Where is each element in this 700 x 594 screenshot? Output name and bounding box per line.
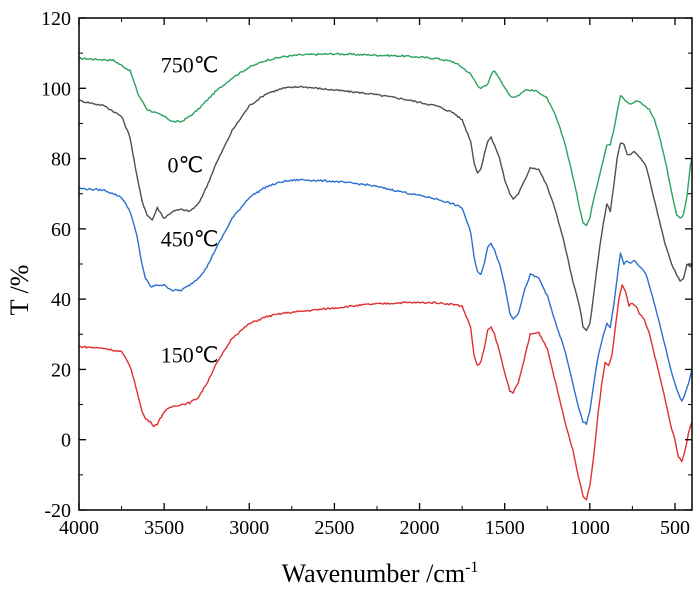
x-tick-label: 2000 (400, 517, 440, 539)
x-tick-label: 1500 (485, 517, 525, 539)
y-tick-label: 80 (51, 149, 71, 171)
series-line-0 (78, 52, 693, 227)
y-tick-label: 120 (41, 8, 71, 30)
y-tick-label: 60 (51, 219, 71, 241)
series-line-2 (78, 178, 693, 426)
series-line-1 (78, 85, 693, 332)
series-label-0: 750℃ (161, 52, 219, 77)
plot-frame (78, 17, 693, 511)
series-layer (78, 52, 693, 501)
x-tick-label: 2500 (314, 517, 354, 539)
x-axis-title-superscript: -1 (465, 559, 478, 576)
x-tick-label: 500 (660, 517, 690, 539)
x-tick-label: 3000 (229, 517, 269, 539)
series-label-1: 0℃ (168, 153, 204, 178)
axes-layer: 4000 3500 3000 2500 2000 1500 1000 500 -20 0 20 40 6… (41, 8, 693, 539)
series-label-layer: 750℃ 0℃ 450℃ 150℃ (161, 52, 219, 367)
series-line-3 (78, 284, 693, 501)
y-tick-label: 20 (51, 359, 71, 381)
series-label-3: 150℃ (161, 342, 219, 367)
y-tick-label: 100 (41, 78, 71, 100)
x-tick-label: 3500 (144, 517, 184, 539)
y-tick-label: 40 (51, 289, 71, 311)
y-axis-title: T /% (5, 265, 34, 316)
series-label-2: 450℃ (161, 226, 219, 251)
y-tick-label: -20 (44, 500, 71, 522)
x-tick-label: 4000 (59, 517, 99, 539)
x-axis-title-text: Wavenumber /cm (282, 559, 465, 588)
y-tick-label: 0 (61, 430, 71, 452)
x-tick-label: 1000 (570, 517, 610, 539)
x-axis-title: Wavenumber /cm-1 (282, 559, 479, 588)
